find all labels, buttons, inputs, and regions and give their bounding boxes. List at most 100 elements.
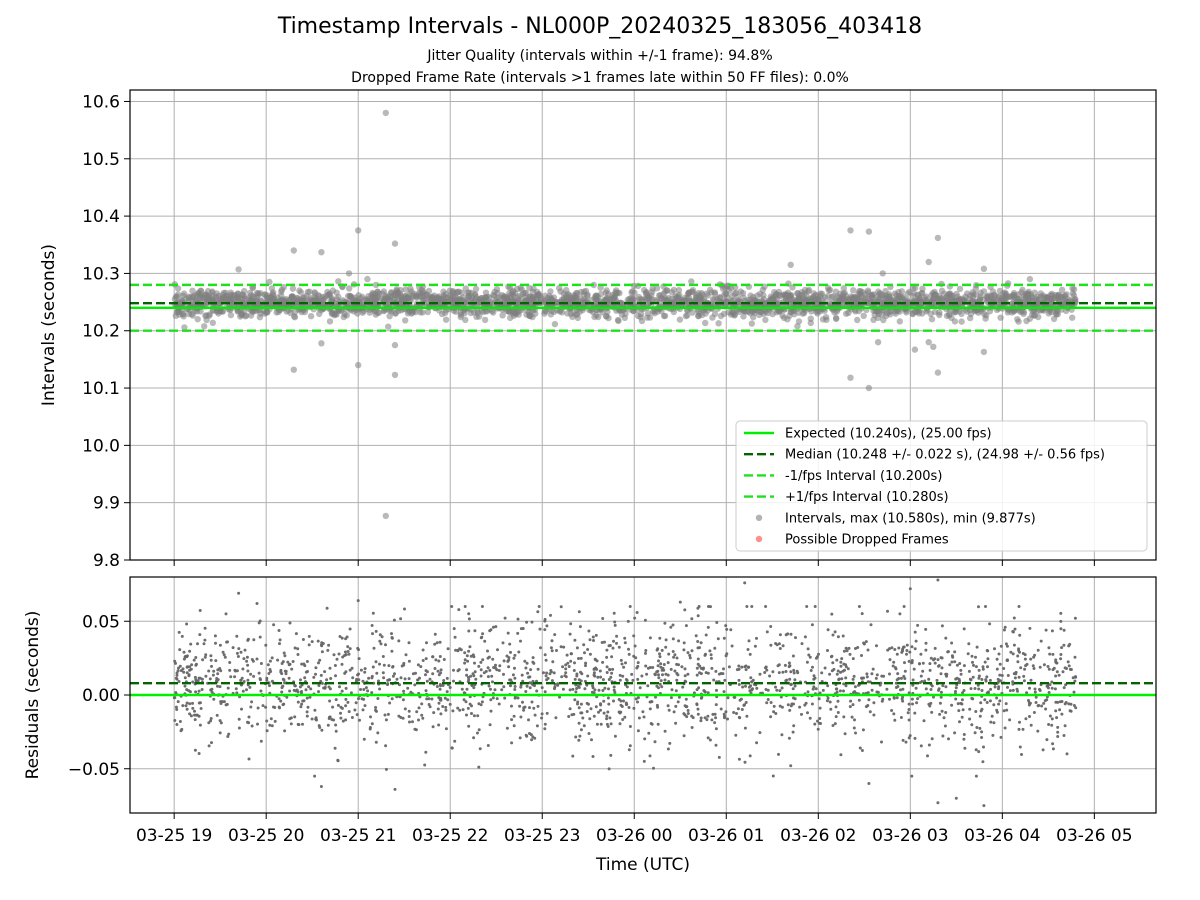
- bottom-point: [382, 676, 386, 680]
- bottom-point: [903, 669, 907, 673]
- bottom-point: [1031, 664, 1035, 668]
- bottom-point: [489, 698, 493, 702]
- bottom-point: [1051, 747, 1055, 751]
- bottom-point: [432, 711, 436, 715]
- bottom-point: [571, 687, 575, 691]
- bottom-point: [387, 664, 391, 668]
- bottom-point: [424, 669, 428, 673]
- bottom-point: [774, 712, 778, 715]
- bottom-point: [769, 715, 773, 719]
- bottom-point: [371, 665, 375, 669]
- bottom-point: [391, 674, 395, 678]
- bottom-point: [386, 712, 390, 716]
- bottom-point: [719, 672, 723, 675]
- top-point: [346, 292, 353, 300]
- bottom-point: [836, 635, 840, 639]
- top-point: [675, 287, 683, 294]
- bottom-point: [637, 716, 641, 720]
- bottom-point: [207, 744, 211, 748]
- bottom-point: [452, 679, 455, 683]
- bottom-outlier-point: [908, 587, 912, 591]
- top-point: [289, 285, 297, 292]
- bottom-point: [681, 685, 685, 689]
- bottom-point: [265, 729, 269, 733]
- top-point: [329, 309, 336, 316]
- bottom-point: [735, 712, 738, 715]
- bottom-point: [1050, 723, 1054, 727]
- bottom-point: [932, 695, 935, 699]
- top-point: [442, 316, 450, 323]
- bottom-point: [384, 643, 387, 647]
- bottom-point: [683, 667, 687, 671]
- bottom-point: [193, 748, 197, 752]
- bottom-point: [1073, 616, 1077, 620]
- bottom-point: [895, 696, 899, 700]
- bottom-point: [264, 643, 268, 647]
- bottom-point: [474, 677, 478, 681]
- bottom-point: [509, 650, 512, 654]
- bottom-point: [416, 663, 420, 667]
- bottom-point: [1029, 723, 1033, 727]
- bottom-point: [811, 665, 814, 669]
- bottom-point: [438, 687, 442, 691]
- top-ytick-label-8: 10.6: [82, 92, 120, 112]
- bottom-point: [207, 669, 211, 673]
- bottom-point: [577, 721, 581, 725]
- bottom-point: [317, 690, 320, 694]
- bottom-point: [344, 670, 348, 674]
- bottom-point: [582, 724, 586, 728]
- top-point: [1055, 297, 1062, 304]
- top-point: [219, 291, 226, 299]
- bottom-point: [913, 711, 917, 715]
- bottom-point: [181, 667, 185, 671]
- bottom-point: [737, 715, 741, 719]
- bottom-point: [1047, 723, 1051, 726]
- bottom-point: [806, 711, 809, 715]
- bottom-point: [942, 716, 946, 720]
- bottom-point: [636, 700, 639, 704]
- bottom-point: [1006, 674, 1010, 677]
- bottom-point: [680, 665, 684, 669]
- top-point: [458, 289, 466, 296]
- top-point: [476, 296, 483, 303]
- bottom-point: [974, 710, 978, 713]
- bottom-ylabel: Residuals (seconds): [23, 611, 43, 780]
- bottom-point: [886, 648, 890, 652]
- bottom-point: [839, 753, 843, 757]
- bottom-point: [236, 655, 240, 658]
- top-point: [490, 309, 497, 316]
- bottom-point: [539, 646, 542, 650]
- bottom-point: [200, 688, 204, 691]
- top-point: [547, 311, 555, 318]
- bottom-point: [241, 667, 245, 671]
- bottom-point: [204, 653, 208, 657]
- bottom-xlabel: Time (UTC): [595, 855, 690, 875]
- bottom-point: [191, 680, 195, 684]
- bottom-point: [243, 648, 247, 652]
- bottom-point: [314, 666, 318, 670]
- bottom-point: [424, 750, 428, 754]
- bottom-point: [296, 700, 300, 704]
- bottom-point: [624, 678, 628, 681]
- bottom-point: [939, 695, 943, 699]
- bottom-point: [411, 720, 414, 724]
- bottom-point: [371, 632, 374, 636]
- top-point: [468, 294, 476, 302]
- bottom-point: [813, 722, 817, 726]
- top-point: [658, 308, 665, 315]
- bottom-point: [188, 649, 192, 653]
- bottom-point: [967, 669, 971, 673]
- top-point: [516, 292, 524, 300]
- bottom-point: [465, 687, 469, 691]
- bottom-point: [188, 712, 192, 716]
- bottom-point: [907, 691, 911, 695]
- bottom-point: [1060, 646, 1064, 650]
- top-point: [557, 288, 564, 295]
- bottom-point: [960, 702, 964, 706]
- bottom-point: [1032, 711, 1036, 714]
- bottom-point: [669, 667, 673, 671]
- top-point: [364, 296, 371, 303]
- bottom-point: [437, 723, 441, 727]
- top-point: [498, 292, 506, 299]
- bottom-point: [190, 663, 194, 667]
